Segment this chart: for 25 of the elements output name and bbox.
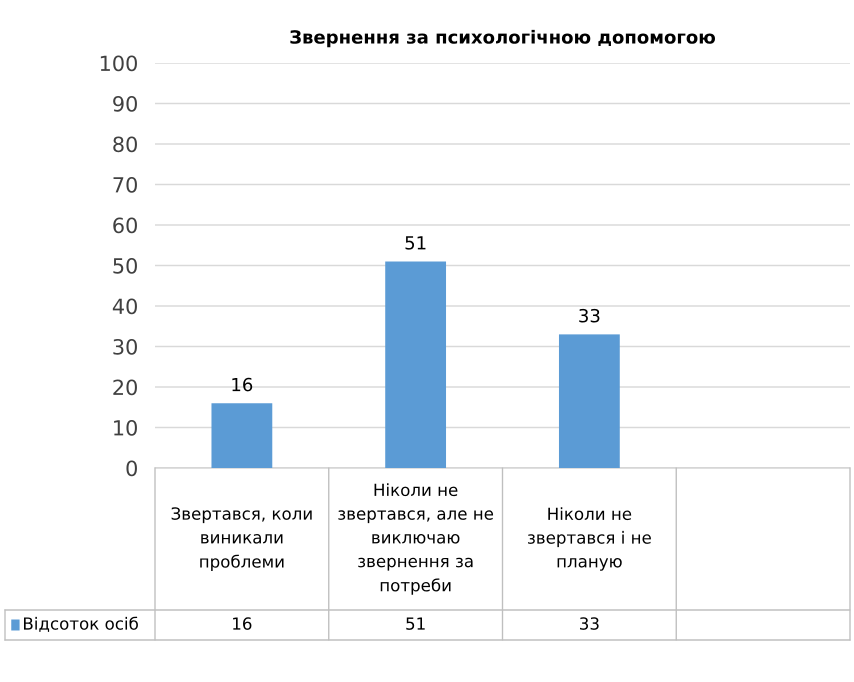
bar [385,261,446,468]
y-tick-label: 80 [113,136,137,152]
data-label: 33 [579,308,600,323]
bar [558,334,620,468]
x-tick-label: Звертався, коли виникали проблеми [172,507,312,572]
chart-title: Звернення за психологічною допомогою [290,30,715,48]
text: 33 [580,617,599,630]
data-label: 51 [406,236,426,250]
bar [211,403,272,468]
y-tick-label: 70 [114,176,137,193]
text: 51 [406,617,425,630]
y-tick-label: 60 [113,217,137,234]
legend-label: Відсоток осіб [24,616,138,632]
text: 16 [233,617,252,630]
y-tick-label: 50 [113,258,137,274]
x-tick-label: Ніколи не звертався, але не виключаю звернення за потреби [338,483,494,595]
y-tick-label: 10 [114,420,137,436]
y-tick-label: 40 [112,298,137,314]
y-tick-label: 90 [113,96,137,112]
y-tick-label: 0 [126,460,137,476]
y-tick-label: 100 [100,55,137,72]
x-tick-label: Ніколи не звертався і не планую [528,507,651,571]
y-tick-label: 30 [113,338,137,355]
data-label: 16 [232,378,252,392]
y-tick-label: 20 [113,379,137,396]
